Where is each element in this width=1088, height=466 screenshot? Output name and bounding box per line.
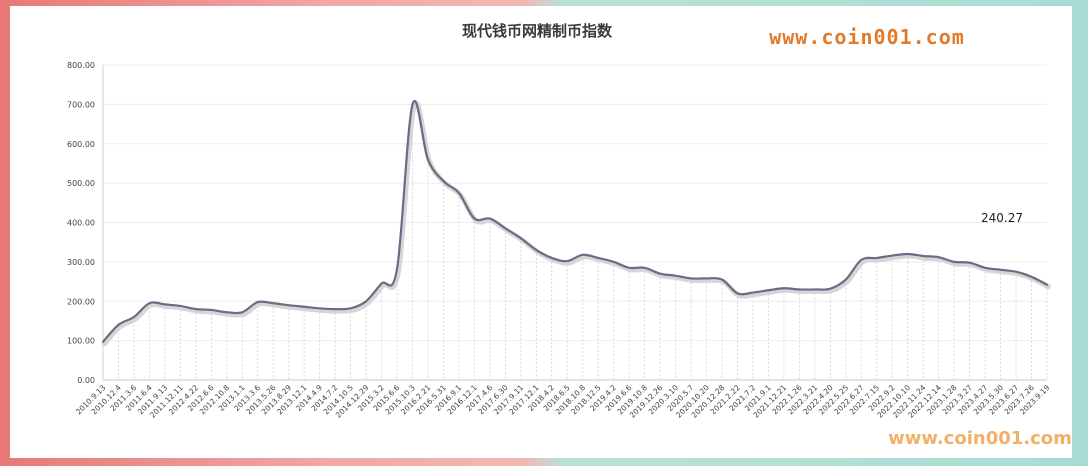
chart-title: 现代钱币网精制币指数 bbox=[462, 22, 613, 40]
y-tick-label: 300.00 bbox=[67, 258, 95, 267]
site-url-header: www.coin001.com bbox=[769, 25, 965, 49]
y-tick-label: 400.00 bbox=[67, 219, 95, 228]
watermark-site-url: www.coin001.com bbox=[888, 428, 1072, 449]
chart-panel bbox=[10, 6, 1072, 458]
y-tick-label: 700.00 bbox=[67, 100, 95, 109]
y-tick-label: 600.00 bbox=[67, 140, 95, 149]
series-line bbox=[101, 100, 1049, 343]
plot-area: 0.00 100.00 200.00 300.00 400.00 500.00 600.00… bbox=[67, 61, 1052, 420]
y-tick-label: 500.00 bbox=[67, 179, 95, 188]
y-tick-label: 800.00 bbox=[67, 61, 95, 70]
y-tick-label: 100.00 bbox=[67, 337, 95, 346]
data-label-last-value: 240.27 bbox=[981, 211, 1023, 225]
series-line-shadow bbox=[102, 100, 1051, 347]
y-tick-label: 200.00 bbox=[67, 297, 95, 306]
y-tick-label: 0.00 bbox=[77, 376, 95, 385]
